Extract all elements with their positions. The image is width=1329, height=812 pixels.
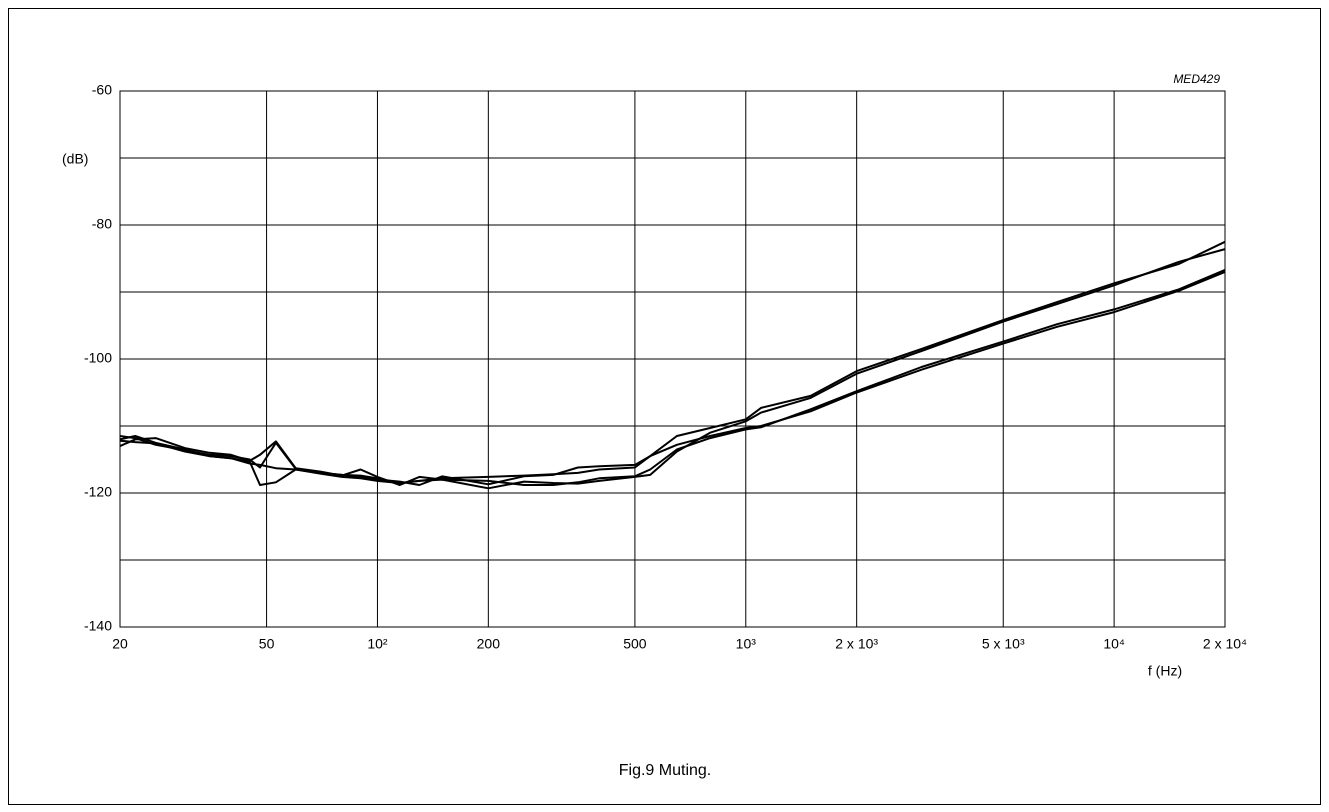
x-tick-label: 10³ bbox=[736, 636, 757, 652]
y-tick-label: -140 bbox=[84, 618, 112, 634]
x-axis-label: f (Hz) bbox=[1148, 663, 1182, 679]
figure-code: MED429 bbox=[1173, 72, 1220, 86]
x-tick-label: 10² bbox=[367, 636, 388, 652]
series-line bbox=[119, 240, 1226, 486]
x-tick-label: 10⁴ bbox=[1103, 636, 1125, 652]
x-tick-label: 500 bbox=[623, 636, 647, 652]
x-tick-label: 2 x 10³ bbox=[835, 636, 878, 652]
x-tick-label: 2 x 10⁴ bbox=[1203, 636, 1247, 652]
caption: Fig.9 Muting. bbox=[619, 762, 711, 779]
series-line bbox=[119, 270, 1226, 486]
x-tick-label: 50 bbox=[259, 636, 275, 652]
y-tick-label: -120 bbox=[84, 484, 112, 500]
x-tick-label: 20 bbox=[112, 636, 128, 652]
y-tick-label: -60 bbox=[92, 82, 112, 98]
frame bbox=[8, 8, 1321, 805]
x-tick-label: 5 x 10³ bbox=[982, 636, 1025, 652]
series-line bbox=[119, 268, 1226, 486]
y-tick-label: -100 bbox=[84, 350, 112, 366]
y-tick-label: -80 bbox=[92, 216, 112, 232]
y-axis-label: (dB) bbox=[62, 151, 88, 167]
x-tick-label: 200 bbox=[477, 636, 501, 652]
